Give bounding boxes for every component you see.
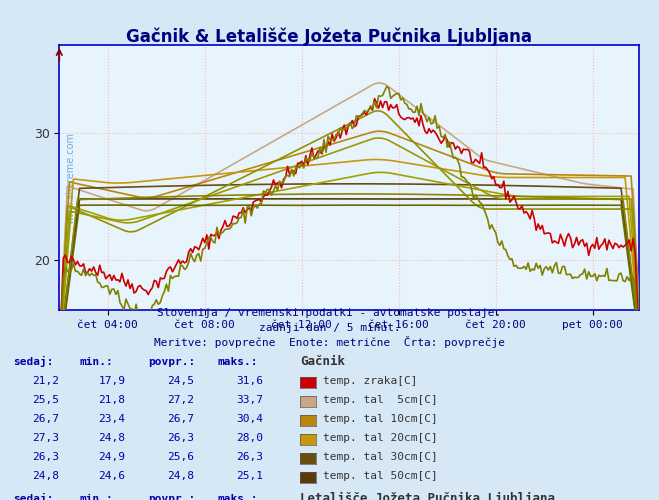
Text: temp. tal 30cm[C]: temp. tal 30cm[C]	[323, 452, 438, 462]
Text: povpr.:: povpr.:	[148, 494, 196, 500]
Text: 26,7: 26,7	[167, 414, 194, 424]
Text: 30,4: 30,4	[237, 414, 264, 424]
Text: 27,2: 27,2	[167, 395, 194, 405]
Text: 28,0: 28,0	[237, 433, 264, 443]
Text: 26,3: 26,3	[167, 433, 194, 443]
Text: 26,3: 26,3	[237, 452, 264, 462]
Text: 24,8: 24,8	[167, 471, 194, 481]
Text: 24,9: 24,9	[98, 452, 125, 462]
Text: 21,2: 21,2	[32, 376, 59, 386]
Text: 27,3: 27,3	[32, 433, 59, 443]
Text: temp. tal 20cm[C]: temp. tal 20cm[C]	[323, 433, 438, 443]
Text: 24,5: 24,5	[167, 376, 194, 386]
Text: 24,8: 24,8	[98, 433, 125, 443]
Text: temp. zraka[C]: temp. zraka[C]	[323, 376, 417, 386]
Text: 24,6: 24,6	[98, 471, 125, 481]
Text: 33,7: 33,7	[237, 395, 264, 405]
Text: temp. tal  5cm[C]: temp. tal 5cm[C]	[323, 395, 438, 405]
Text: 23,4: 23,4	[98, 414, 125, 424]
Text: temp. tal 50cm[C]: temp. tal 50cm[C]	[323, 471, 438, 481]
Text: maks.:: maks.:	[217, 357, 258, 367]
Text: Letališče Jožeta Pučnika Ljubljana: Letališče Jožeta Pučnika Ljubljana	[300, 492, 555, 500]
Text: 17,9: 17,9	[98, 376, 125, 386]
Text: 21,8: 21,8	[98, 395, 125, 405]
Text: povpr.:: povpr.:	[148, 357, 196, 367]
Text: 25,6: 25,6	[167, 452, 194, 462]
Text: 25,1: 25,1	[237, 471, 264, 481]
Text: 26,3: 26,3	[32, 452, 59, 462]
Text: 25,5: 25,5	[32, 395, 59, 405]
Text: min.:: min.:	[79, 357, 113, 367]
Text: Slovenija / vremenski podatki - avtomatske postaje.: Slovenija / vremenski podatki - avtomats…	[158, 308, 501, 318]
Text: min.:: min.:	[79, 494, 113, 500]
Text: zadnji dan / 5 minut.: zadnji dan / 5 minut.	[258, 323, 401, 333]
Text: maks.:: maks.:	[217, 494, 258, 500]
Text: Gačnik & Letališče Jožeta Pučnika Ljubljana: Gačnik & Letališče Jožeta Pučnika Ljublj…	[127, 28, 532, 46]
Text: 26,7: 26,7	[32, 414, 59, 424]
Text: temp. tal 10cm[C]: temp. tal 10cm[C]	[323, 414, 438, 424]
Text: 24,8: 24,8	[32, 471, 59, 481]
Text: www.si-vreme.com: www.si-vreme.com	[66, 132, 76, 224]
Text: Gačnik: Gačnik	[300, 355, 345, 368]
Text: sedaj:: sedaj:	[13, 356, 53, 367]
Text: sedaj:: sedaj:	[13, 493, 53, 500]
Text: 31,6: 31,6	[237, 376, 264, 386]
Text: Meritve: povprečne  Enote: metrične  Črta: povprečje: Meritve: povprečne Enote: metrične Črta:…	[154, 336, 505, 348]
